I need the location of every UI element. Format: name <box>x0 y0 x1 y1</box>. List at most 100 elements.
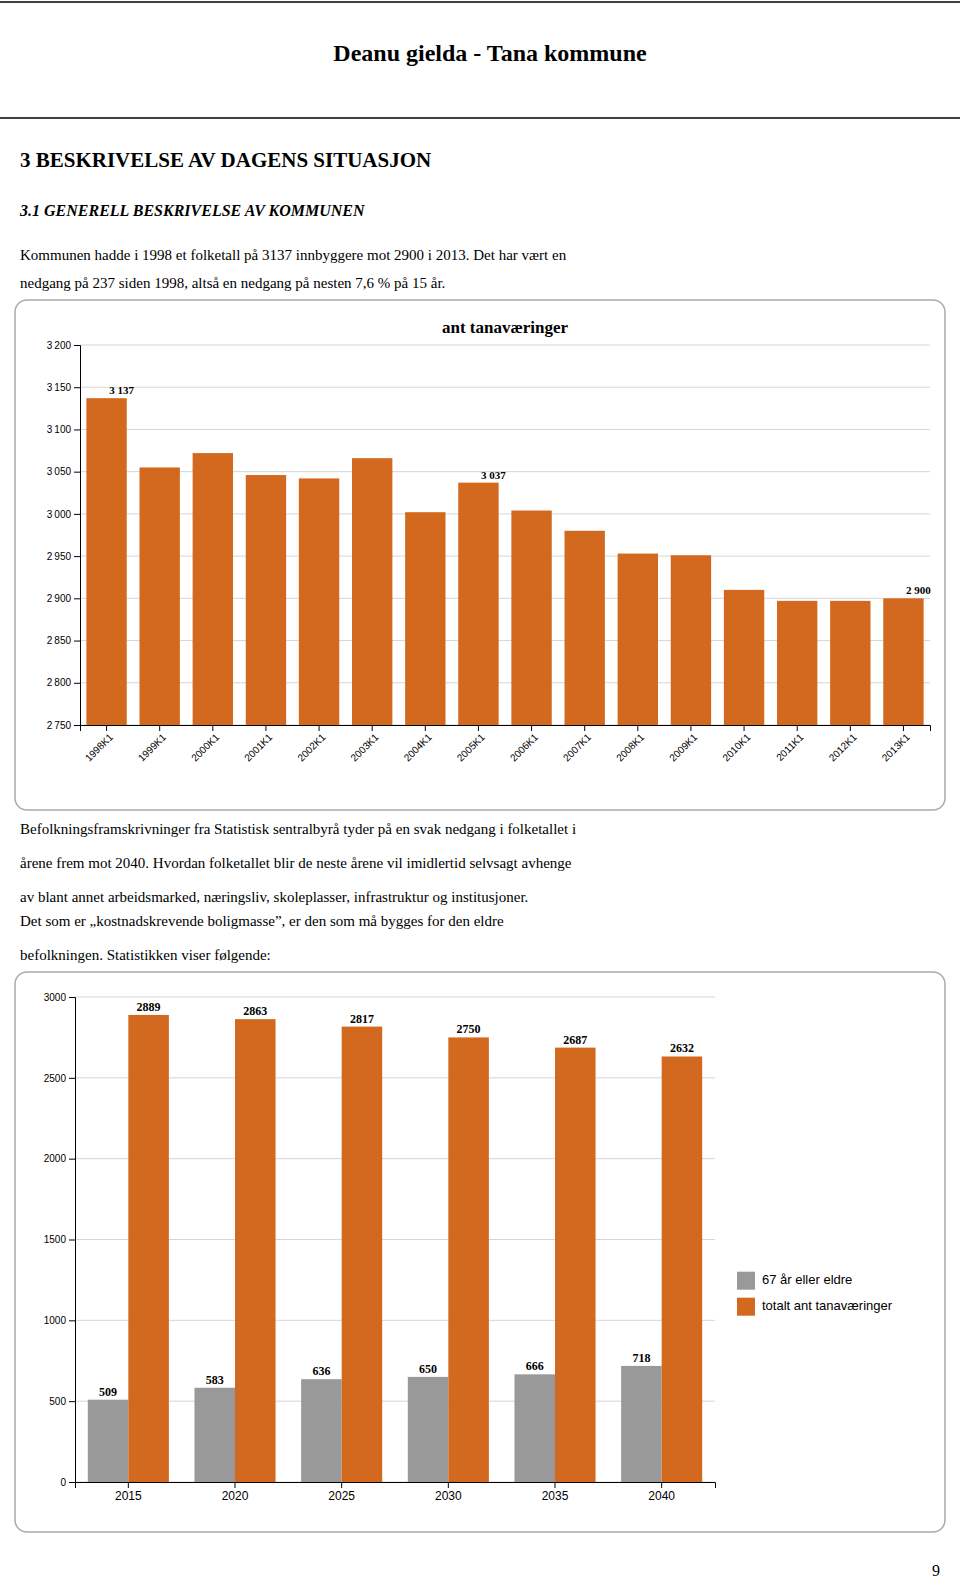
tick-label: 2025 <box>328 1489 355 1503</box>
header-line <box>0 1 960 3</box>
y-tick: 2 900 <box>47 593 80 604</box>
tick-label: 2000K1 <box>189 731 221 763</box>
bar <box>301 1379 342 1482</box>
y-tick: 3 050 <box>47 466 80 477</box>
x-tick: 2008K1 <box>614 725 646 764</box>
tick-mark <box>448 1482 449 1488</box>
body-text: Befolkningsframskrivninger fra Statistis… <box>20 821 576 837</box>
grid-line <box>75 997 715 998</box>
bar <box>342 1027 383 1482</box>
x-tick: 2012K1 <box>827 725 859 764</box>
grid <box>75 997 715 1482</box>
x-tick: 1999K1 <box>136 725 168 764</box>
grid-line <box>75 1401 715 1402</box>
x-tick: 2013K1 <box>880 725 912 764</box>
tick-label: 2 750 <box>47 720 72 731</box>
tick-label: 2015 <box>115 1489 142 1503</box>
bar <box>511 511 551 725</box>
tick-mark <box>74 387 80 388</box>
tick-label: 2006K1 <box>508 731 540 763</box>
tick-label: 2001K1 <box>242 731 274 763</box>
tick-mark <box>903 725 904 731</box>
tick-label: 2010K1 <box>720 731 752 763</box>
bar <box>830 601 870 725</box>
tick-mark <box>159 725 160 731</box>
x-tick: 2000K1 <box>189 725 221 764</box>
bar <box>621 1366 662 1482</box>
tick-label: 0 <box>60 1477 66 1488</box>
bar <box>246 475 286 725</box>
body-text: nedgang på 237 siden 1998, altså en nedg… <box>20 275 445 291</box>
bar <box>352 458 392 725</box>
bar <box>128 1015 169 1482</box>
x-tick: 2015 <box>115 1482 142 1503</box>
legend: 67 år eller eldretotalt ant tanaværinger <box>737 1272 893 1316</box>
x-tick: 2006K1 <box>508 725 540 764</box>
tick-mark <box>212 725 213 731</box>
value-label: 3 037 <box>481 469 506 481</box>
tick-label: 3 150 <box>47 382 72 393</box>
tick-mark <box>850 725 851 731</box>
body-text: Det som er „kostnadskrevende boligmasse”… <box>20 913 504 929</box>
grid-line <box>80 429 930 430</box>
value-label: 3 137 <box>109 384 134 396</box>
y-tick: 3 000 <box>47 509 80 520</box>
tick-mark <box>531 725 532 731</box>
grid-line <box>80 345 930 346</box>
tick-label: 2003K1 <box>349 731 381 763</box>
x-tick: 2003K1 <box>349 725 381 764</box>
tick-mark <box>637 725 638 731</box>
bar <box>555 1048 596 1482</box>
x-tick: 2001K1 <box>242 725 274 764</box>
bar <box>405 512 445 725</box>
y-tick: 2500 <box>44 1073 75 1084</box>
tick-label: 2500 <box>44 1073 67 1084</box>
tick-mark <box>478 725 479 731</box>
tick-mark <box>69 1401 75 1402</box>
grid-line <box>75 1320 715 1321</box>
data-label: 636 <box>312 1364 330 1378</box>
x-tick: 2010K1 <box>720 725 752 764</box>
tick-mark <box>425 725 426 731</box>
tick-label: 3 200 <box>47 340 72 351</box>
tick-mark <box>319 725 320 731</box>
grid-line <box>80 387 930 388</box>
section-title: 3 BESKRIVELSE AV DAGENS SITUASJON <box>20 148 431 172</box>
tick-label: 500 <box>49 1396 66 1407</box>
tick-label: 2030 <box>435 1489 462 1503</box>
tick-mark <box>69 1320 75 1321</box>
chart: 0500100015002000250030002015202020252030… <box>44 992 893 1503</box>
body-text: av blant annet arbeidsmarked, næringsliv… <box>20 889 528 905</box>
tick-mark <box>69 1078 75 1079</box>
tick-label: 2 850 <box>47 635 72 646</box>
tick-label: 3000 <box>44 992 67 1003</box>
x-tick: 2009K1 <box>667 725 699 764</box>
data-label: 2687 <box>563 1033 587 1047</box>
tick-label: 2013K1 <box>880 731 912 763</box>
bar <box>883 598 923 725</box>
data-label: 2889 <box>137 1000 161 1014</box>
tick-label: 2002K1 <box>295 731 327 763</box>
axis-line <box>74 346 81 726</box>
tick-label: 3 050 <box>47 466 72 477</box>
tick-mark <box>106 725 107 731</box>
x-axis: 201520202025203020352040 <box>76 1482 716 1503</box>
y-axis: 2 7502 8002 8502 9002 9503 0003 0503 100… <box>47 340 81 731</box>
data-label: 650 <box>419 1362 437 1376</box>
x-tick: 2020 <box>222 1482 249 1503</box>
x-axis: 1998K1 1999K1 2000K1 2001K1 2002K1 2003K1 2004… <box>81 725 931 764</box>
grid-line <box>75 1239 715 1240</box>
tick-label: 2040 <box>648 1489 675 1503</box>
tick-label: 2 800 <box>47 677 72 688</box>
tick-mark <box>74 683 80 684</box>
x-tick: 1998K1 <box>83 725 115 764</box>
axis-line <box>81 726 931 732</box>
tick-label: 2 900 <box>47 593 72 604</box>
tick-mark <box>74 345 80 346</box>
x-tick: 2004K1 <box>402 725 434 764</box>
y-tick: 3000 <box>44 992 75 1003</box>
data-label: 509 <box>99 1385 117 1399</box>
bar <box>458 483 498 725</box>
header-line <box>0 117 960 119</box>
chart-box <box>15 972 945 1532</box>
